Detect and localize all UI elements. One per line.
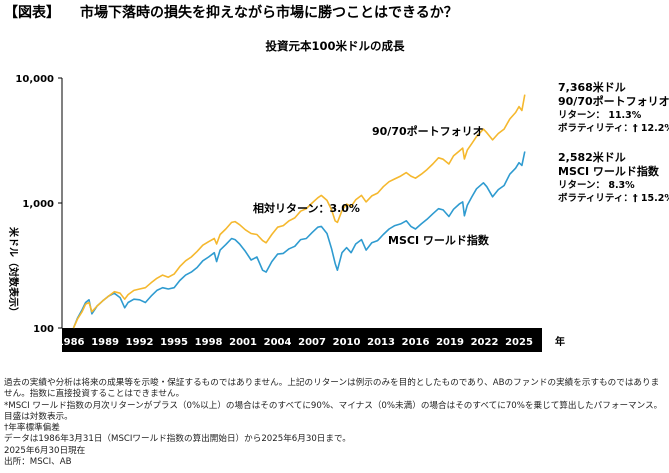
chart-title: 投資元本100米ドルの成長 xyxy=(265,39,405,53)
x-tick-label: 2007 xyxy=(298,337,326,348)
x-tick-label: 1989 xyxy=(91,337,119,348)
msci-end-value: 2,582米ドル xyxy=(558,150,626,164)
relative-return-label: 相対リターン：3.0% xyxy=(253,201,360,215)
figure-title: 【図表】 市場下落時の損失を抑えながら市場に勝つことはできるか？ xyxy=(4,2,458,22)
x-axis-unit-label: 年 xyxy=(555,335,565,348)
msci-end-volatility: ボラティリティ：† 15.2% xyxy=(558,192,669,204)
x-tick-label: 2010 xyxy=(333,337,361,348)
footnote: 過去の実績や分析は将来の成果等を示唆・保証するものではありません。上記のリターン… xyxy=(4,378,660,400)
portfolio-end-label: 7,368米ドル 90/70ポートフォリオ* リターン： 11.3% ボラティリ… xyxy=(558,80,669,134)
msci-inline-label: MSCI ワールド指数 xyxy=(388,233,490,247)
x-axis: 1986 1989 1992 1995 1998 2001 2004 2007 2010 2013… xyxy=(57,337,533,348)
footnote: †年率標準偏差 xyxy=(4,423,60,434)
x-axis-band xyxy=(62,328,542,352)
portfolio-end-return: リターン： 11.3% xyxy=(558,109,642,121)
series-line xyxy=(72,151,526,329)
figure-heading: 市場下落時の損失を抑えながら市場に勝つことはできるか？ xyxy=(80,5,458,21)
x-tick-label: 2004 xyxy=(264,337,292,348)
msci-end-label: 2,582米ドル MSCI ワールド指数 リターン： 8.3% ボラティリティ：… xyxy=(558,150,669,204)
portfolio-end-volatility: ボラティリティ：† 12.2% xyxy=(558,122,669,134)
portfolio-end-name: 90/70ポートフォリオ* xyxy=(558,94,669,108)
y-tick-label: 100 xyxy=(33,324,54,335)
footnote: *MSCI ワールド指数の月次リターンがプラス（0%以上）の場合はそのすべてに9… xyxy=(4,400,663,422)
msci-end-name: MSCI ワールド指数 xyxy=(558,164,660,178)
x-tick-label: 1986 xyxy=(57,337,85,348)
x-tick-label: 2016 xyxy=(402,337,430,348)
footnote: 2025年6月30日現在 xyxy=(4,445,86,456)
series-layer xyxy=(72,94,526,329)
x-tick-label: 1995 xyxy=(160,337,188,348)
x-tick-label: 2025 xyxy=(505,337,533,348)
portfolio-end-value: 7,368米ドル xyxy=(558,80,626,94)
x-tick-label: 1992 xyxy=(126,337,154,348)
y-tick-label: 1,000 xyxy=(22,199,54,210)
footnote: 出所：MSCI、AB xyxy=(4,457,72,468)
footnote: データは1986年3月31日（MSCIワールド指数の算出開始日）から2025年6… xyxy=(4,434,351,445)
msci-end-return: リターン： 8.3% xyxy=(558,179,635,191)
x-tick-label: 1998 xyxy=(195,337,223,348)
y-axis: 100 1,000 10,000 xyxy=(15,74,63,335)
x-tick-label: 2001 xyxy=(229,337,257,348)
y-axis-label: 米ドル（対数表示） xyxy=(7,227,20,317)
x-tick-label: 2019 xyxy=(436,337,464,348)
portfolio-inline-label: 90/70ポートフォリオ xyxy=(372,124,484,138)
series-line xyxy=(72,94,526,329)
figure-tag: 【図表】 xyxy=(4,5,60,21)
y-tick-label: 10,000 xyxy=(15,74,54,85)
footnotes: 過去の実績や分析は将来の成果等を示唆・保証するものではありません。上記のリターン… xyxy=(4,378,666,468)
x-tick-label: 2022 xyxy=(471,337,499,348)
x-tick-label: 2013 xyxy=(367,337,395,348)
growth-chart: 投資元本100米ドルの成長 米ドル（対数表示） 100 1,000 10,000 1… xyxy=(7,39,669,352)
